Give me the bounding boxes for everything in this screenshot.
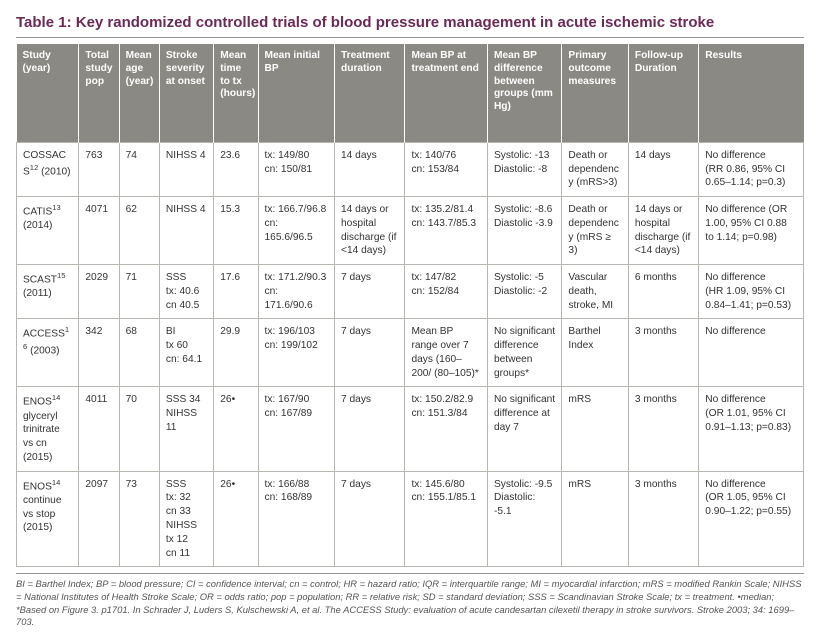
cell-age: 62	[119, 197, 159, 265]
col-outcome: Primary outcome measures	[562, 44, 628, 142]
cell-time: 26•	[214, 387, 258, 471]
col-diff: Mean BP difference between groups (mm Hg…	[487, 44, 561, 142]
col-duration: Treatment duration	[335, 44, 405, 142]
cell-duration: 7 days	[335, 265, 405, 319]
cell-time: 15.3	[214, 197, 258, 265]
cell-outcome: mRS	[562, 471, 628, 567]
cell-outcome: Death or dependency (mRS ≥ 3)	[562, 197, 628, 265]
cell-severity: NIHSS 4	[159, 197, 213, 265]
cell-study: SCAST15 (2011)	[17, 265, 79, 319]
cell-diff: Systolic: -9.5 Diastolic: -5.1	[487, 471, 561, 567]
col-severity: Stroke severity at onset	[159, 44, 213, 142]
cell-age: 73	[119, 471, 159, 567]
cell-followup: 3 months	[628, 387, 698, 471]
cell-endbp: Mean BP range over 7 days (160–200/ (80–…	[405, 319, 488, 387]
cell-initbp: tx: 167/90 cn: 167/89	[258, 387, 334, 471]
cell-results: No difference (HR 1.09, 95% CI 0.84–1.41…	[699, 265, 804, 319]
footnotes: BI = Barthel Index; BP = blood pressure;…	[16, 573, 804, 629]
cell-followup: 3 months	[628, 319, 698, 387]
cell-study: ACCESS16 (2003)	[17, 319, 79, 387]
cell-diff: No significant difference at day 7	[487, 387, 561, 471]
cell-results: No difference (OR 1.01, 95% CI 0.91–1.13…	[699, 387, 804, 471]
table-body: COSSACS12 (2010)76374NIHSS 423.6tx: 149/…	[17, 142, 804, 567]
cell-initbp: tx: 149/80 cn: 150/81	[258, 142, 334, 196]
cell-endbp: tx: 147/82 cn: 152/84	[405, 265, 488, 319]
cell-pop: 2029	[79, 265, 119, 319]
cell-severity: NIHSS 4	[159, 142, 213, 196]
cell-endbp: tx: 135.2/81.4 cn: 143.7/85.3	[405, 197, 488, 265]
cell-followup: 3 months	[628, 471, 698, 567]
cell-age: 74	[119, 142, 159, 196]
cell-initbp: tx: 171.2/90.3 cn: 171.6/90.6	[258, 265, 334, 319]
cell-results: No difference (RR 0.86, 95% CI 0.65–1.14…	[699, 142, 804, 196]
title-rule	[16, 37, 804, 38]
table-title: Table 1: Key randomized controlled trial…	[16, 14, 804, 31]
cell-followup: 14 days or hospital discharge (if <14 da…	[628, 197, 698, 265]
table-row: ACCESS16 (2003)34268BI tx 60 cn: 64.129.…	[17, 319, 804, 387]
cell-duration: 7 days	[335, 387, 405, 471]
cell-results: No difference (OR 1.00, 95% CI 0.88 to 1…	[699, 197, 804, 265]
cell-study: ENOS14 glyceryl trinitrate vs cn (2015)	[17, 387, 79, 471]
header-row: Study (year) Total study pop Mean age (y…	[17, 44, 804, 142]
cell-pop: 4011	[79, 387, 119, 471]
cell-age: 68	[119, 319, 159, 387]
cell-time: 23.6	[214, 142, 258, 196]
table-row: CATIS13 (2014)407162NIHSS 415.3tx: 166.7…	[17, 197, 804, 265]
col-endbp: Mean BP at treatment end	[405, 44, 488, 142]
cell-duration: 7 days	[335, 319, 405, 387]
col-time: Mean time to tx (hours)	[214, 44, 258, 142]
cell-pop: 4071	[79, 197, 119, 265]
cell-outcome: mRS	[562, 387, 628, 471]
cell-diff: No significant difference between groups…	[487, 319, 561, 387]
cell-severity: SSS 34 NIHSS 11	[159, 387, 213, 471]
table-row: COSSACS12 (2010)76374NIHSS 423.6tx: 149/…	[17, 142, 804, 196]
cell-time: 17.6	[214, 265, 258, 319]
cell-time: 29.9	[214, 319, 258, 387]
col-results: Results	[699, 44, 804, 142]
col-age: Mean age (year)	[119, 44, 159, 142]
cell-results: No difference (OR 1.05, 95% CI 0.90–1.22…	[699, 471, 804, 567]
col-followup: Follow-up Duration	[628, 44, 698, 142]
table-row: ENOS14 continue vs stop (2015)209773SSS …	[17, 471, 804, 567]
cell-pop: 763	[79, 142, 119, 196]
cell-followup: 6 months	[628, 265, 698, 319]
cell-study: ENOS14 continue vs stop (2015)	[17, 471, 79, 567]
cell-study: COSSACS12 (2010)	[17, 142, 79, 196]
col-pop: Total study pop	[79, 44, 119, 142]
cell-duration: 14 days	[335, 142, 405, 196]
cell-severity: BI tx 60 cn: 64.1	[159, 319, 213, 387]
cell-initbp: tx: 166.7/96.8 cn: 165.6/96.5	[258, 197, 334, 265]
trials-table: Study (year) Total study pop Mean age (y…	[16, 44, 804, 567]
cell-severity: SSS tx: 40.6 cn 40.5	[159, 265, 213, 319]
cell-initbp: tx: 196/103 cn: 199/102	[258, 319, 334, 387]
cell-initbp: tx: 166/88 cn: 168/89	[258, 471, 334, 567]
cell-outcome: Vascular death, stroke, MI	[562, 265, 628, 319]
cell-endbp: tx: 150.2/82.9 cn: 151.3/84	[405, 387, 488, 471]
cell-age: 71	[119, 265, 159, 319]
table-row: ENOS14 glyceryl trinitrate vs cn (2015)4…	[17, 387, 804, 471]
cell-duration: 7 days	[335, 471, 405, 567]
cell-outcome: Barthel Index	[562, 319, 628, 387]
cell-endbp: tx: 145.6/80 cn: 155.1/85.1	[405, 471, 488, 567]
cell-duration: 14 days or hospital discharge (if <14 da…	[335, 197, 405, 265]
cell-age: 70	[119, 387, 159, 471]
col-initbp: Mean initial BP	[258, 44, 334, 142]
cell-endbp: tx: 140/76 cn: 153/84	[405, 142, 488, 196]
cell-diff: Systolic: -8.6 Diastolic -3.9	[487, 197, 561, 265]
cell-followup: 14 days	[628, 142, 698, 196]
cell-severity: SSS tx: 32 cn 33 NIHSS tx 12 cn 11	[159, 471, 213, 567]
cell-diff: Systolic: -13 Diastolic: -8	[487, 142, 561, 196]
cell-time: 26•	[214, 471, 258, 567]
col-study: Study (year)	[17, 44, 79, 142]
cell-pop: 342	[79, 319, 119, 387]
cell-study: CATIS13 (2014)	[17, 197, 79, 265]
cell-diff: Systolic: -5 Diastolic: -2	[487, 265, 561, 319]
cell-pop: 2097	[79, 471, 119, 567]
table-row: SCAST15 (2011)202971SSS tx: 40.6 cn 40.5…	[17, 265, 804, 319]
cell-outcome: Death or dependency (mRS>3)	[562, 142, 628, 196]
cell-results: No difference	[699, 319, 804, 387]
